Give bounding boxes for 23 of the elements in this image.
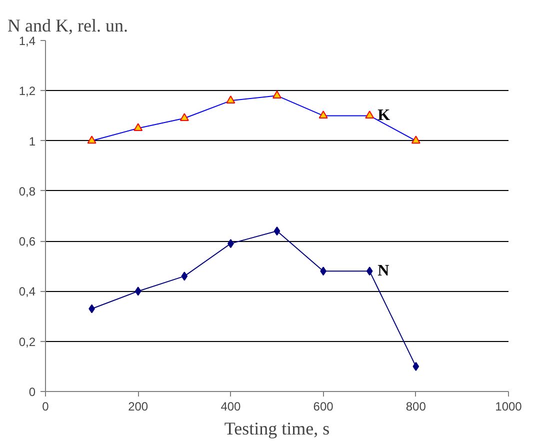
- y-tick-label: 0,2: [18, 334, 36, 349]
- x-tick-label: 0: [42, 400, 50, 414]
- x-tick-label: 200: [128, 400, 148, 414]
- y-tick-label: 1: [28, 134, 36, 148]
- y-axis-title: N and K, rel. un.: [8, 16, 128, 36]
- y-tick-label: 1,2: [18, 84, 36, 98]
- point: [134, 286, 142, 296]
- x-tick-label: 1000: [495, 400, 522, 414]
- y-tick-label: 0,6: [18, 234, 36, 249]
- point: [366, 266, 373, 276]
- y-tick-label: 0: [28, 385, 36, 399]
- y-tick-label: 0,4: [18, 284, 36, 299]
- series-label: N: [378, 262, 390, 280]
- series-label: K: [378, 107, 391, 124]
- x-tick-label: 600: [313, 400, 334, 414]
- point: [181, 272, 188, 281]
- x-tick-label: 800: [406, 400, 426, 414]
- y-tick-label: 0,8: [18, 184, 36, 198]
- x-axis-title: Testing time, s: [224, 418, 330, 438]
- x-tick-label: 400: [220, 400, 242, 414]
- point: [412, 362, 420, 371]
- y-tick-label: 1,4: [18, 34, 36, 48]
- point: [274, 226, 280, 236]
